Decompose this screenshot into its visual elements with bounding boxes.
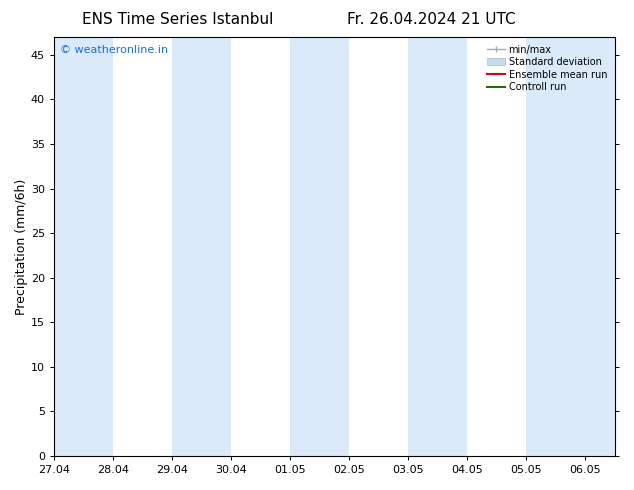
Text: ENS Time Series Istanbul: ENS Time Series Istanbul xyxy=(82,12,273,27)
Y-axis label: Precipitation (mm/6h): Precipitation (mm/6h) xyxy=(15,178,28,315)
Text: Fr. 26.04.2024 21 UTC: Fr. 26.04.2024 21 UTC xyxy=(347,12,515,27)
Bar xyxy=(585,37,615,456)
Legend: min/max, Standard deviation, Ensemble mean run, Controll run: min/max, Standard deviation, Ensemble me… xyxy=(484,42,610,95)
Text: © weatheronline.in: © weatheronline.in xyxy=(60,46,167,55)
Bar xyxy=(54,37,113,456)
Bar xyxy=(408,37,467,456)
Bar xyxy=(290,37,349,456)
Bar xyxy=(526,37,585,456)
Bar xyxy=(172,37,231,456)
